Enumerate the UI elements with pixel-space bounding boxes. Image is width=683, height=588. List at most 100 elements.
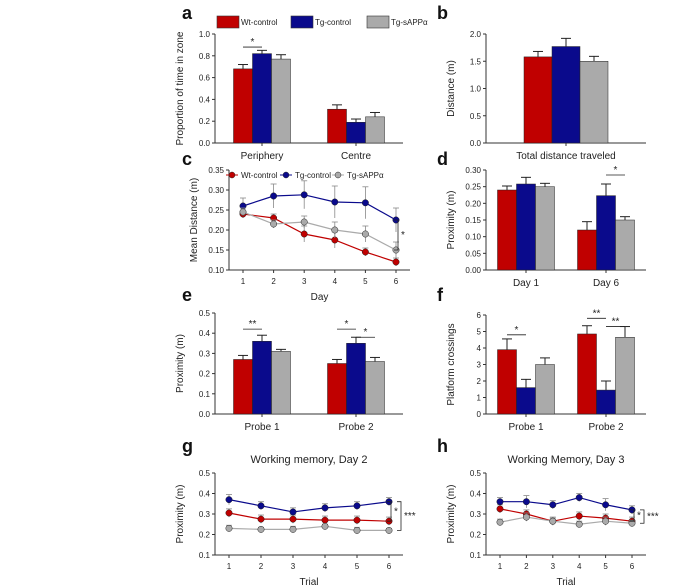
x-tick-label: 3	[302, 277, 307, 286]
data-point	[257, 525, 265, 533]
data-point	[270, 192, 278, 200]
y-tick-label: 0.30	[465, 166, 481, 175]
x-tick-label: 3	[291, 562, 296, 571]
significance-bracket	[397, 501, 402, 531]
data-point	[361, 230, 369, 238]
significance-label: *	[614, 165, 618, 176]
data-point	[496, 518, 504, 526]
y-tick-label: 0.25	[465, 183, 481, 192]
bar-d	[497, 189, 517, 271]
category-label: Probe 1	[244, 422, 279, 433]
y-tick-label: 0.10	[465, 233, 481, 242]
data-point	[496, 498, 504, 506]
panel-h: h 0.1 0.2 0.3 0.4 0.5 Proximity (m) Working Mem…	[437, 436, 659, 588]
y-tick-label: 2	[477, 377, 482, 386]
legend-label: Tg-control	[315, 18, 351, 27]
data-point	[522, 498, 530, 506]
y-tick-label: 0.1	[199, 390, 211, 399]
series-line	[228, 525, 389, 532]
y-tick-label: 0.5	[199, 309, 211, 318]
significance-bracket	[387, 501, 392, 522]
y-tick-label: 0.15	[208, 246, 224, 255]
data-point	[353, 502, 361, 510]
data-point	[575, 494, 583, 502]
panel-a: a 0.0 0.2 0.4 0.6 0.8 1.0 Proportion of time in…	[175, 3, 403, 162]
series-line	[228, 512, 390, 522]
y-tick-label: 1.5	[470, 57, 482, 66]
data-point	[225, 509, 233, 517]
legend-label: Wt-control	[241, 18, 278, 27]
data-point	[257, 502, 265, 510]
series-line	[499, 508, 633, 522]
significance-label: *	[637, 511, 641, 522]
panel-letter: a	[182, 3, 193, 23]
y-tick-label: 0.3	[199, 510, 211, 519]
y-tick-label: 0.2	[199, 117, 211, 126]
bar-d	[516, 183, 536, 271]
category-label: Day 1	[513, 278, 540, 289]
bar-b	[523, 56, 553, 144]
bar-e	[365, 361, 385, 415]
y-axis-label: Proximity (m)	[175, 334, 186, 393]
significance-label: *	[345, 319, 349, 330]
bar-f	[615, 337, 635, 415]
x-tick-label: 6	[387, 562, 392, 571]
bar-d	[596, 195, 616, 271]
y-tick-label: 0.4	[199, 95, 211, 104]
legend-label: Tg-sAPPα	[391, 18, 428, 27]
bar-e	[233, 359, 253, 415]
x-axis-label: Trial	[299, 577, 318, 588]
series-line	[242, 211, 397, 251]
series-line	[242, 213, 397, 263]
legend-main: Wt-control Tg-control Tg-sAPPα	[216, 15, 428, 29]
bar-d	[535, 186, 555, 271]
panel-letter: d	[437, 149, 448, 169]
significance-label: *	[251, 37, 255, 48]
series-line	[500, 496, 633, 511]
x-tick-label: 6	[630, 562, 635, 571]
panel-c: c 0.10 0.15 0.20 0.25 0.30 0.35 Mean Distance (…	[182, 149, 410, 303]
x-axis-label: Trial	[556, 577, 575, 588]
y-axis-label: Proximity (m)	[446, 485, 457, 544]
panel-letter: h	[437, 436, 448, 456]
data-point	[300, 218, 308, 226]
panel-g: g 0.1 0.2 0.3 0.4 0.5 Proximity (m) Working mem…	[175, 436, 416, 588]
category-label: Total distance traveled	[516, 151, 616, 162]
bar-a	[252, 53, 272, 144]
y-tick-label: 0.20	[208, 226, 224, 235]
legend-label: Wt-control	[241, 171, 278, 180]
y-tick-label: 0.20	[465, 199, 481, 208]
y-tick-label: 0.25	[208, 206, 224, 215]
y-tick-label: 2.0	[470, 30, 482, 39]
panel-letter: b	[437, 3, 448, 23]
y-tick-label: 4	[477, 344, 482, 353]
legend-marker	[228, 171, 236, 179]
panel-letter: e	[182, 285, 192, 305]
category-label: Periphery	[241, 151, 284, 162]
y-tick-label: 0.10	[208, 266, 224, 275]
bar-d	[615, 219, 635, 271]
x-tick-label: 2	[259, 562, 264, 571]
significance-label: ***	[404, 511, 416, 522]
significance-label: *	[364, 327, 368, 338]
bar-a	[271, 58, 291, 144]
category-label: Probe 2	[588, 422, 623, 433]
y-tick-label: 0.15	[465, 216, 481, 225]
category-label: Probe 1	[508, 422, 543, 433]
y-tick-label: 0.30	[208, 186, 224, 195]
y-axis-label: Distance (m)	[446, 60, 457, 117]
series-line	[228, 499, 390, 513]
y-tick-label: 0.4	[199, 490, 211, 499]
panel-letter: c	[182, 149, 192, 169]
bar-e	[252, 341, 272, 415]
significance-label: **	[612, 317, 620, 328]
data-point	[361, 248, 369, 256]
y-tick-label: 0	[477, 410, 482, 419]
y-tick-label: 0.8	[199, 52, 211, 61]
series-line	[242, 194, 397, 221]
panel-title: Working memory, Day 2	[251, 454, 368, 466]
x-tick-label: 4	[333, 277, 338, 286]
y-tick-label: 1.0	[470, 85, 482, 94]
data-point	[496, 505, 504, 513]
